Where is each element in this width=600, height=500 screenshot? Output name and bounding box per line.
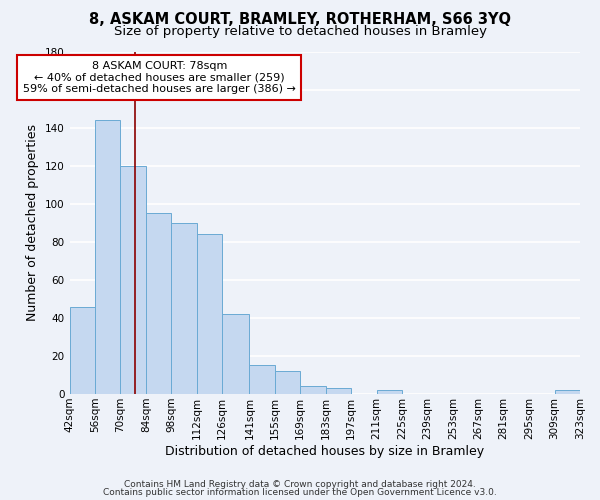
Bar: [326, 388, 351, 394]
Bar: [70, 306, 95, 394]
Text: 8, ASKAM COURT, BRAMLEY, ROTHERHAM, S66 3YQ: 8, ASKAM COURT, BRAMLEY, ROTHERHAM, S66 …: [89, 12, 511, 28]
Bar: [250, 366, 275, 394]
Bar: [121, 166, 146, 394]
Text: Contains HM Land Registry data © Crown copyright and database right 2024.: Contains HM Land Registry data © Crown c…: [124, 480, 476, 489]
Bar: [171, 223, 197, 394]
Bar: [275, 371, 300, 394]
Bar: [95, 120, 121, 394]
Bar: [300, 386, 326, 394]
Bar: [377, 390, 402, 394]
Bar: [146, 214, 171, 394]
Text: Size of property relative to detached houses in Bramley: Size of property relative to detached ho…: [113, 25, 487, 38]
X-axis label: Distribution of detached houses by size in Bramley: Distribution of detached houses by size …: [165, 444, 484, 458]
Bar: [222, 314, 250, 394]
Bar: [554, 390, 580, 394]
Y-axis label: Number of detached properties: Number of detached properties: [26, 124, 40, 322]
Text: 8 ASKAM COURT: 78sqm
← 40% of detached houses are smaller (259)
59% of semi-deta: 8 ASKAM COURT: 78sqm ← 40% of detached h…: [23, 61, 296, 94]
Text: Contains public sector information licensed under the Open Government Licence v3: Contains public sector information licen…: [103, 488, 497, 497]
Bar: [197, 234, 222, 394]
